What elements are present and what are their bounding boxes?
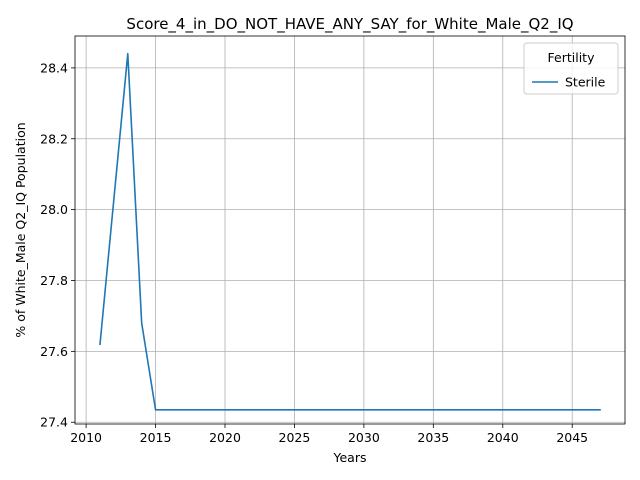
- y-tick-label: 28.0: [40, 202, 68, 217]
- x-tick-label: 2040: [487, 430, 519, 445]
- legend: Fertility Sterile: [523, 42, 619, 95]
- x-tick-label: 2020: [209, 430, 241, 445]
- x-axis-label: Years: [333, 450, 367, 465]
- y-tick-label: 28.4: [40, 60, 68, 75]
- x-tick-label: 2025: [279, 430, 311, 445]
- x-tick-label: 2015: [140, 430, 172, 445]
- x-tick-label: 2010: [70, 430, 102, 445]
- y-tick-label: 27.6: [40, 344, 68, 359]
- plot-frame: [74, 35, 626, 425]
- y-axis-ticks: 27.4 27.6 27.8 28.0 28.2 28.4: [40, 60, 75, 430]
- x-tick-label: 2030: [348, 430, 380, 445]
- legend-title: Fertility: [548, 50, 596, 65]
- y-tick-label: 27.4: [40, 415, 68, 430]
- series-layer: [99, 52, 601, 411]
- x-tick-label: 2035: [417, 430, 449, 445]
- x-axis-ticks: 2010 2015 2020 2025 2030 2035 2040 2045: [70, 424, 588, 445]
- y-axis-label: % of White_Male Q2_IQ Population: [13, 122, 28, 337]
- series-line-sterile: [99, 52, 601, 411]
- y-tick-label: 28.2: [40, 131, 68, 146]
- y-tick-label: 27.8: [40, 273, 68, 288]
- legend-label-sterile: Sterile: [565, 75, 606, 90]
- chart-title: Score_4_in_DO_NOT_HAVE_ANY_SAY_for_White…: [126, 15, 573, 34]
- x-tick-label: 2045: [556, 430, 588, 445]
- grid: [75, 36, 625, 424]
